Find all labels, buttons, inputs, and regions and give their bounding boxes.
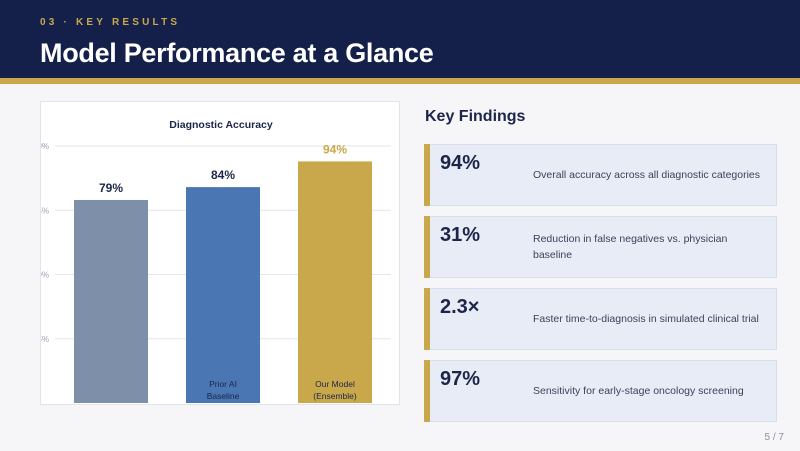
card-accent xyxy=(424,360,430,422)
finding-description: Overall accuracy across all diagnostic c… xyxy=(533,169,761,181)
header-divider xyxy=(0,78,800,84)
bar xyxy=(186,187,260,403)
section-label: 03 · KEY RESULTS xyxy=(40,17,181,28)
page-number: 5 / 7 xyxy=(764,432,784,443)
bar-category-label: Prior AI xyxy=(209,379,237,389)
chart-panel: Diagnostic Accuracy 100% 75% 50% 25% 79% 84% Pr… xyxy=(40,101,400,405)
bar-category-label: Our Model xyxy=(315,379,355,389)
finding-description: Sensitivity for early-stage oncology scr… xyxy=(533,385,744,397)
bar-value-label: 84% xyxy=(211,168,235,182)
y-tick-label: 100% xyxy=(41,142,49,151)
finding-card: 31% Reduction in false negatives vs. phy… xyxy=(424,216,777,278)
finding-value: 31% xyxy=(440,224,481,246)
bar-category-label: Baseline xyxy=(207,391,240,401)
finding-value: 2.3× xyxy=(440,296,480,318)
finding-description: Reduction in false negatives vs. physici… xyxy=(533,233,728,261)
finding-card: 94% Overall accuracy across all diagnost… xyxy=(424,144,777,206)
bar-value-label: 94% xyxy=(323,142,347,156)
header-bar: 03 · KEY RESULTS Model Performance at a … xyxy=(0,0,800,78)
y-tick-label: 75% xyxy=(41,206,49,215)
bar-category-label: (Ensemble) xyxy=(313,391,357,401)
bar xyxy=(298,161,372,403)
finding-value: 97% xyxy=(440,368,481,390)
findings-title: Key Findings xyxy=(425,108,526,125)
y-tick-label: 25% xyxy=(41,335,49,344)
bar xyxy=(74,199,148,403)
card-accent xyxy=(424,288,430,350)
finding-value: 94% xyxy=(440,152,481,174)
card-accent xyxy=(424,144,430,206)
page-title: Model Performance at a Glance xyxy=(40,38,434,68)
y-tick-label: 50% xyxy=(41,271,49,280)
finding-card: 2.3× Faster time-to-diagnosis in simulat… xyxy=(424,288,777,350)
bar-value-label: 79% xyxy=(99,181,123,195)
chart-title: Diagnostic Accuracy xyxy=(169,119,273,131)
finding-card: 97% Sensitivity for early-stage oncology… xyxy=(424,360,777,422)
diagnostic-accuracy-chart: Diagnostic Accuracy 100% 75% 50% 25% 79% 84% Pr… xyxy=(41,119,391,403)
finding-description: Faster time-to-diagnosis in simulated cl… xyxy=(533,313,759,325)
card-accent xyxy=(424,216,430,278)
